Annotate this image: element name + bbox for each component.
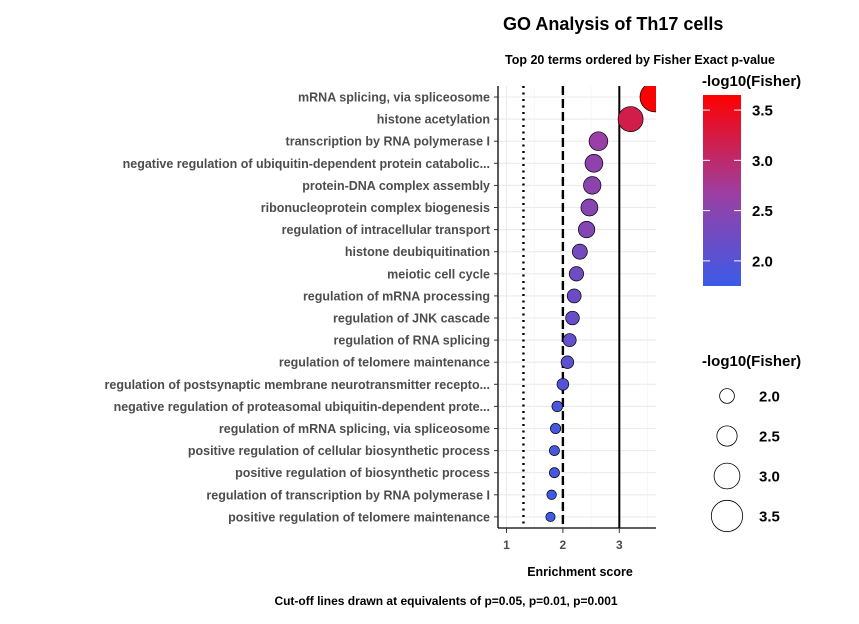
- x-tick-label: 2: [560, 538, 567, 552]
- data-point: [580, 198, 599, 217]
- data-point: [546, 489, 557, 500]
- data-point: [566, 288, 582, 304]
- data-point: [556, 378, 570, 391]
- data-point: [617, 106, 644, 132]
- data-point: [568, 266, 584, 282]
- term-label: mRNA splicing, via spliceosome: [298, 91, 490, 105]
- size-legend-key: [719, 388, 735, 404]
- data-points: [545, 86, 656, 522]
- chart-subtitle: Top 20 terms ordered by Fisher Exact p-v…: [505, 53, 775, 67]
- size-legend-label: 3.0: [759, 469, 780, 486]
- term-label: protein-DNA complex assembly: [302, 179, 490, 193]
- data-point: [571, 243, 588, 260]
- chart-caption: Cut-off lines drawn at equivalents of p=…: [274, 594, 617, 608]
- data-point: [583, 176, 602, 195]
- term-label: negative regulation of proteasomal ubiqu…: [114, 400, 490, 414]
- cutoff-lines: [522, 86, 621, 528]
- term-label: regulation of JNK cascade: [333, 312, 490, 326]
- colorbar: [703, 95, 741, 286]
- data-point: [578, 221, 596, 239]
- term-label: regulation of transcription by RNA polym…: [206, 488, 490, 502]
- term-label: regulation of mRNA splicing, via spliceo…: [219, 422, 490, 436]
- term-label: histone acetylation: [377, 113, 490, 127]
- term-label: positive regulation of biosynthetic proc…: [235, 466, 490, 480]
- plot-panel: [497, 86, 656, 529]
- term-label: regulation of RNA splicing: [334, 334, 490, 348]
- term-label: positive regulation of telomere maintena…: [228, 510, 490, 524]
- size-legend-key: [710, 499, 744, 533]
- data-point: [550, 422, 562, 435]
- data-point: [551, 400, 563, 413]
- size-legend: -log10(Fisher) 2.0 2.5 3.0 3.5: [702, 353, 801, 533]
- term-label: transcription by RNA polymerase I: [286, 135, 490, 149]
- term-label: positive regulation of cellular biosynth…: [188, 444, 490, 458]
- data-point: [639, 86, 656, 113]
- size-legend-label: 2.0: [759, 389, 780, 406]
- term-label: histone deubiquitination: [345, 245, 490, 259]
- size-legend-label: 2.5: [759, 429, 780, 446]
- colorbar-tick-label: 2.5: [752, 203, 773, 220]
- x-axis-label: Enrichment score: [527, 565, 633, 579]
- data-point: [549, 467, 560, 479]
- term-label: ribonucleoprotein complex biogenesis: [261, 201, 490, 215]
- colorbar-tick-label: 3.5: [752, 103, 773, 120]
- colorbar-tick-label: 2.0: [752, 253, 773, 270]
- size-legend-title: -log10(Fisher): [702, 353, 801, 370]
- data-point: [562, 333, 577, 347]
- term-label: negative regulation of ubiquitin-depende…: [123, 157, 490, 171]
- size-legend-key: [716, 425, 738, 447]
- data-point: [560, 355, 575, 369]
- term-label: regulation of intracellular transport: [282, 223, 491, 237]
- term-label: regulation of telomere maintenance: [279, 356, 490, 370]
- size-legend-label: 3.5: [759, 509, 780, 526]
- grid-lines: [498, 86, 656, 528]
- y-axis-term-labels: mRNA splicing, via spliceosome histone ac…: [105, 91, 498, 524]
- data-point: [584, 154, 604, 173]
- data-point: [565, 310, 580, 326]
- color-legend: -log10(Fisher) 2.0 2.5 3.0 3.5: [702, 73, 801, 286]
- chart-title: GO Analysis of Th17 cells: [503, 14, 723, 34]
- x-tick-label: 1: [503, 538, 510, 552]
- colorbar-tick-label: 3.0: [752, 153, 773, 170]
- x-axis-ticks: 1 2 3: [503, 528, 623, 552]
- data-point: [545, 511, 556, 522]
- x-tick-label: 3: [616, 538, 623, 552]
- data-point: [549, 445, 560, 457]
- size-legend-key: [713, 462, 741, 490]
- term-label: meiotic cell cycle: [387, 267, 490, 281]
- data-point: [588, 131, 609, 151]
- term-label: regulation of mRNA processing: [303, 289, 490, 303]
- term-label: regulation of postsynaptic membrane neur…: [105, 378, 491, 392]
- color-legend-title: -log10(Fisher): [702, 73, 801, 90]
